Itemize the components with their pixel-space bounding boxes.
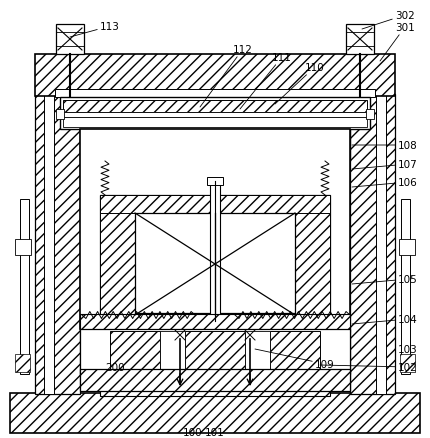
- Bar: [400, 354, 415, 372]
- Text: 103: 103: [395, 344, 418, 354]
- Text: 105: 105: [352, 274, 418, 284]
- Bar: [115, 354, 315, 376]
- Text: 200: 200: [105, 362, 125, 372]
- Bar: [80, 130, 350, 162]
- Bar: [401, 200, 410, 374]
- Bar: [20, 200, 29, 374]
- Text: 301: 301: [380, 23, 415, 62]
- Text: 302: 302: [362, 11, 415, 30]
- Bar: [60, 98, 370, 130]
- Bar: [80, 369, 350, 391]
- Bar: [80, 329, 350, 374]
- Bar: [35, 55, 395, 97]
- Text: 110: 110: [275, 63, 325, 105]
- Bar: [15, 354, 30, 372]
- Bar: [35, 95, 80, 394]
- Text: 112: 112: [200, 45, 253, 108]
- Text: 104: 104: [352, 314, 418, 324]
- Text: 100: 100: [183, 427, 203, 437]
- Text: 106: 106: [352, 177, 418, 187]
- Bar: [44, 95, 54, 394]
- Text: 107: 107: [352, 159, 418, 170]
- Bar: [110, 331, 160, 371]
- Bar: [366, 110, 374, 120]
- Bar: [63, 118, 367, 128]
- Text: 113: 113: [70, 22, 120, 38]
- Bar: [270, 331, 320, 371]
- Text: 111: 111: [240, 53, 292, 110]
- Bar: [207, 177, 223, 186]
- Bar: [399, 240, 415, 255]
- Bar: [295, 195, 330, 315]
- Bar: [350, 95, 395, 394]
- Bar: [80, 130, 350, 329]
- Bar: [55, 90, 375, 98]
- Bar: [10, 393, 420, 433]
- Bar: [185, 331, 245, 371]
- Bar: [210, 182, 220, 321]
- Bar: [56, 110, 64, 120]
- Bar: [56, 25, 84, 55]
- Bar: [245, 331, 270, 371]
- Bar: [63, 101, 367, 113]
- Text: 108: 108: [352, 141, 418, 151]
- Bar: [63, 113, 367, 118]
- Bar: [376, 95, 386, 394]
- Text: 101: 101: [205, 427, 225, 437]
- Bar: [346, 25, 374, 55]
- Bar: [135, 213, 295, 313]
- Bar: [15, 240, 31, 255]
- Text: 109: 109: [255, 349, 335, 369]
- Bar: [80, 314, 350, 332]
- Bar: [100, 182, 330, 198]
- Text: 102: 102: [320, 362, 418, 372]
- Bar: [100, 195, 330, 213]
- Bar: [160, 331, 185, 371]
- Bar: [90, 162, 340, 182]
- Bar: [100, 195, 330, 315]
- Bar: [100, 374, 330, 396]
- Bar: [100, 195, 135, 315]
